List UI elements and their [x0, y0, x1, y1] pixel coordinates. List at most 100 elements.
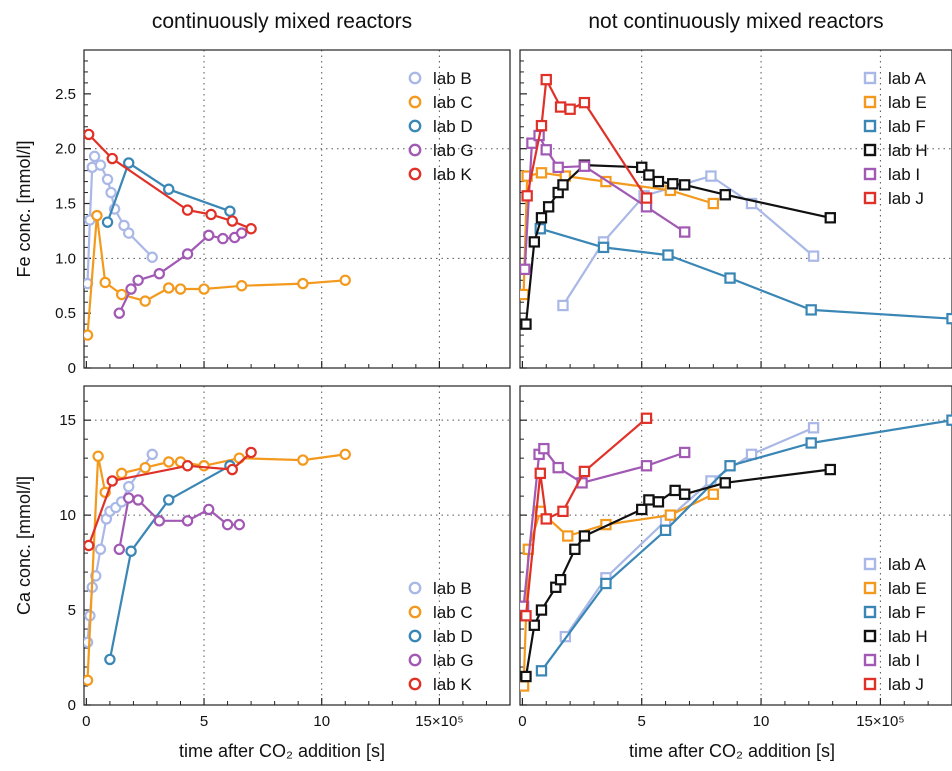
legend-label: lab I: [888, 165, 920, 184]
data-point: [557, 179, 569, 191]
panel-bottom-right: 0 5 10 15×10⁵ time after CO₂ addition [s] lab…: [518, 385, 952, 761]
data-point: [84, 636, 94, 649]
data-point: [521, 190, 533, 202]
data-point: [678, 179, 691, 191]
legend-marker: [863, 557, 877, 571]
data-point: [181, 515, 194, 527]
x-tick-label: 0: [82, 713, 90, 730]
data-point: [174, 283, 187, 295]
legend-label: lab J: [888, 189, 924, 208]
legend-marker: [863, 191, 877, 205]
series-lab-D: [101, 157, 236, 228]
data-point: [564, 103, 576, 115]
data-point: [520, 288, 530, 301]
legend-marker: [863, 167, 877, 181]
data-point: [554, 101, 567, 113]
legend-label: lab C: [433, 93, 473, 112]
data-point: [520, 318, 532, 330]
series-lab-J: [520, 412, 653, 622]
data-point: [652, 496, 665, 508]
series-line: [118, 232, 243, 314]
series-lab-I: [520, 442, 691, 612]
legend-label: lab F: [888, 117, 926, 136]
legend-label: lab G: [433, 651, 474, 670]
data-point: [226, 463, 238, 476]
legend-label: lab B: [433, 579, 472, 598]
data-point: [101, 173, 114, 186]
data-point: [105, 186, 117, 199]
data-point: [163, 494, 175, 506]
data-point: [552, 161, 564, 174]
data-point: [535, 167, 548, 179]
x-tick-label: 15×10⁵: [415, 713, 463, 730]
series-lab-G: [113, 492, 246, 555]
data-point: [139, 295, 151, 307]
data-point: [91, 209, 103, 222]
data-point: [636, 161, 648, 174]
plot-frame: [519, 385, 952, 706]
legend-label: lab K: [433, 165, 472, 184]
data-point: [652, 175, 665, 188]
y-axis-label: Fe conc. [mmol/l]: [14, 140, 34, 277]
data-point: [805, 304, 817, 316]
data-point: [724, 460, 736, 472]
data-point: [235, 280, 248, 292]
legend: lab A lab E lab F lab H lab I lab J: [863, 555, 928, 694]
data-point: [181, 460, 194, 472]
plot-frame: [519, 49, 952, 369]
series-lab-I: [520, 129, 691, 276]
panel-top-left: 0 0.5 1.0 1.5 2.0 2.5 continuously mixed react…: [14, 10, 511, 377]
series-lab-F: [535, 414, 952, 677]
data-point: [578, 530, 591, 542]
x-axis-label: time after CO₂ addition [s]: [179, 741, 385, 761]
data-point: [153, 515, 166, 527]
series-line: [564, 426, 815, 638]
data-point: [205, 208, 217, 221]
data-point: [123, 227, 135, 239]
legend-marker: [408, 143, 422, 157]
legend-label: lab D: [433, 627, 473, 646]
data-point: [146, 448, 158, 461]
data-point: [535, 212, 548, 224]
data-point: [557, 299, 569, 312]
data-point: [153, 267, 166, 280]
data-point: [198, 460, 210, 472]
legend-marker: [863, 629, 877, 643]
legend-label: lab D: [433, 117, 473, 136]
data-point: [535, 119, 548, 132]
data-point: [643, 494, 655, 506]
data-point: [669, 484, 681, 497]
y-tick-label: 1.0: [55, 250, 76, 267]
data-point: [540, 73, 552, 86]
data-point: [540, 144, 552, 156]
legend-label: lab J: [888, 675, 924, 694]
data-point: [805, 437, 817, 449]
panel-title: continuously mixed reactors: [152, 10, 412, 33]
data-point: [724, 272, 736, 284]
series-lab-F: [534, 223, 952, 325]
legend-marker: [408, 629, 422, 643]
series-lab-C: [84, 448, 351, 687]
legend-marker: [408, 71, 422, 85]
y-tick-label: 10: [59, 507, 76, 524]
y-tick-label: 2.5: [55, 86, 76, 103]
data-point: [643, 169, 655, 181]
data-point: [707, 488, 720, 500]
data-point: [707, 197, 720, 210]
data-point: [520, 263, 531, 276]
series-line: [539, 227, 952, 320]
x-tick-label: 5: [200, 713, 208, 730]
data-point: [198, 283, 210, 295]
series-group: [520, 73, 952, 330]
data-point: [84, 329, 94, 341]
data-point: [597, 241, 610, 254]
legend-marker: [408, 119, 422, 133]
data-point: [88, 150, 101, 163]
data-point: [569, 543, 581, 555]
data-point: [94, 159, 107, 171]
x-tick-label: 10: [313, 713, 330, 730]
legend-label: lab H: [888, 627, 928, 646]
data-point: [745, 448, 758, 461]
